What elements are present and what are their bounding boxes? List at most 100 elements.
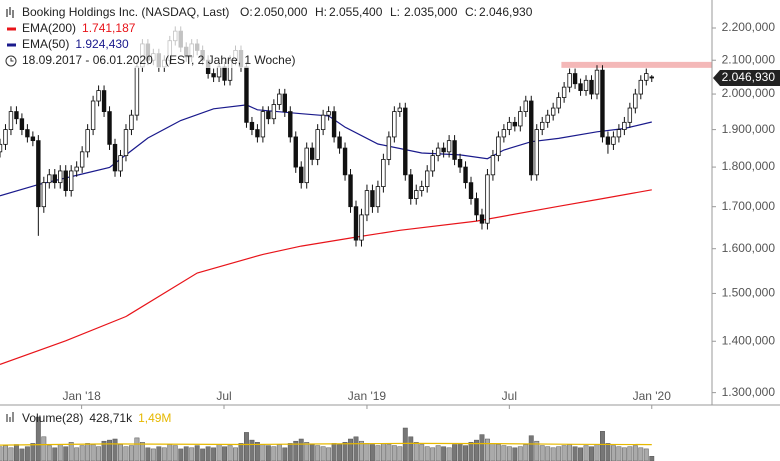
candle-body	[512, 121, 518, 127]
volume-bar	[402, 427, 408, 461]
volume-bar	[227, 445, 233, 461]
legend-value: 1.924,430	[75, 37, 129, 51]
candle-body	[123, 129, 129, 157]
candle-body	[315, 129, 320, 160]
x-tick-label: Jul	[502, 389, 517, 403]
y-tick-label: 2.000,000	[722, 86, 776, 100]
candle-body	[249, 121, 255, 130]
candle-body	[600, 69, 605, 138]
volume-bar	[30, 443, 36, 461]
volume-bar	[68, 442, 74, 461]
volume-bar	[35, 416, 41, 461]
volume-bar	[512, 447, 518, 461]
volume-bar	[567, 444, 573, 461]
volume-bar	[479, 434, 485, 461]
volume-bar	[583, 445, 589, 461]
candle-body	[441, 147, 446, 153]
volume-bar	[216, 444, 222, 461]
volume-bar	[41, 436, 47, 461]
period-note: (EST, 2 Jahre, 1 Woche)	[165, 53, 296, 67]
legend-value: 1.741,187	[82, 21, 136, 35]
candle-body	[424, 170, 430, 187]
y-tick-label: 2.100,000	[722, 52, 776, 66]
candle-body	[129, 114, 134, 130]
candle-body	[211, 73, 216, 78]
candle-body	[342, 147, 348, 176]
header: Booking Holdings Inc. (NASDAQ, Last) 18.…	[0, 4, 560, 68]
candle-body	[638, 79, 643, 95]
candle-body	[468, 182, 474, 199]
volume-bar	[605, 443, 611, 461]
volume-bar	[200, 448, 206, 461]
candle-body	[446, 140, 452, 153]
candle-body	[41, 182, 47, 208]
volume-bar	[484, 438, 490, 461]
volume-bar	[468, 442, 474, 461]
candle-body	[392, 111, 397, 138]
candle-body	[266, 111, 271, 120]
candle-body	[337, 136, 342, 149]
candle-body	[381, 159, 386, 187]
volume-bar	[326, 447, 332, 461]
volume-bar	[24, 446, 30, 461]
last-price-box	[713, 69, 780, 86]
volume-bar	[610, 445, 616, 461]
volume-bar	[309, 444, 315, 461]
volume-bar	[57, 444, 63, 461]
candle-body	[567, 73, 572, 88]
candle-body	[408, 174, 413, 199]
last-price-label: 2.046,930	[722, 70, 776, 84]
volume-bar	[528, 435, 534, 461]
volume-bar	[506, 446, 512, 461]
volume-bar	[517, 446, 523, 461]
y-tick-label: 1.500,000	[722, 286, 776, 300]
candle-body	[463, 166, 468, 184]
volume-bar	[397, 446, 403, 461]
clock-icon	[5, 55, 17, 67]
volume-bar	[600, 431, 605, 461]
quote-label: L:	[390, 5, 400, 19]
candle-body	[52, 174, 57, 184]
volume-bar	[408, 436, 414, 461]
volume-bar	[386, 444, 392, 461]
volume-bar	[578, 447, 584, 461]
x-tick-label: Jan '20	[633, 389, 672, 403]
candle-body	[63, 170, 68, 191]
volume-label: Volume(28)	[22, 411, 83, 425]
resistance-zone	[561, 61, 712, 68]
candle-body	[589, 79, 594, 95]
candle-body	[507, 121, 512, 130]
volume-bar	[85, 443, 91, 461]
candle-body	[518, 111, 523, 127]
candle-body	[255, 129, 260, 138]
candle-body	[419, 186, 424, 191]
chart-title: Booking Holdings Inc. (NASDAQ, Last)	[22, 5, 229, 19]
candle-body	[25, 129, 30, 138]
volume-bar	[3, 445, 8, 461]
volume-bar	[337, 444, 343, 461]
quote-label: O:	[240, 5, 253, 19]
volume-bar	[627, 446, 633, 461]
candle-body	[649, 76, 654, 79]
volume-bar	[375, 445, 381, 461]
candle-body	[496, 136, 501, 157]
quote-value: 2.046,930	[479, 5, 533, 19]
candle-body	[74, 166, 79, 172]
candle-body	[375, 186, 381, 208]
volume-bar	[128, 445, 134, 461]
candle-body	[118, 155, 123, 172]
candle-body	[277, 93, 282, 105]
header-backdrop	[0, 4, 560, 68]
volume-bar	[194, 445, 200, 461]
candle-body	[490, 155, 496, 176]
candle-body	[348, 174, 353, 208]
volume-bar	[189, 447, 195, 461]
candle-body	[644, 73, 649, 81]
candle-body	[69, 170, 74, 191]
candle-body	[403, 107, 408, 176]
candle-body	[364, 190, 370, 216]
volume-bar	[52, 447, 58, 461]
volume-bar	[107, 439, 112, 461]
candle-body	[271, 104, 277, 120]
